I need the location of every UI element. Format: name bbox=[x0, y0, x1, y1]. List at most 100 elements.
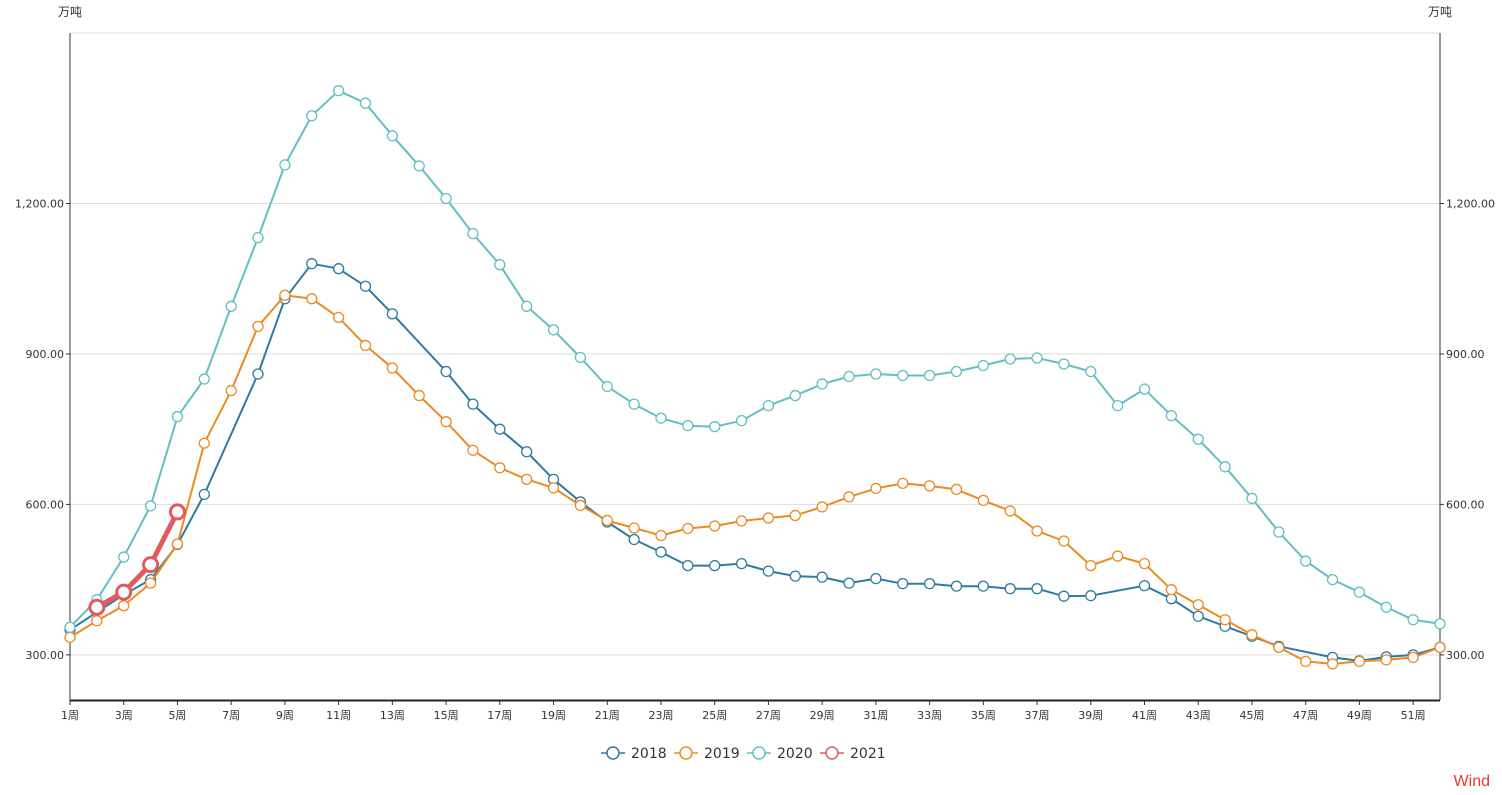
data-point bbox=[923, 480, 936, 492]
data-point bbox=[923, 578, 936, 590]
series-2020 bbox=[64, 85, 1446, 633]
data-point bbox=[225, 300, 237, 312]
x-tick-label: 41周 bbox=[1132, 709, 1157, 722]
data-point bbox=[574, 499, 587, 512]
data-point bbox=[198, 373, 210, 385]
series-line-2020 bbox=[69, 89, 1441, 628]
data-point bbox=[682, 559, 694, 572]
data-point bbox=[332, 311, 345, 324]
data-point bbox=[1380, 601, 1392, 613]
data-point bbox=[91, 615, 103, 627]
data-point bbox=[252, 320, 264, 333]
legend-label: 2019 bbox=[704, 746, 740, 762]
legend-label: 2018 bbox=[631, 746, 667, 762]
x-tick-label: 7周 bbox=[222, 709, 240, 722]
y-tick-label-left: 1,200.00 bbox=[15, 198, 64, 211]
series-2018 bbox=[64, 258, 1446, 667]
legend-item-2019: 2019 bbox=[674, 746, 740, 762]
data-point bbox=[1353, 655, 1366, 668]
data-point bbox=[1380, 654, 1392, 666]
data-point bbox=[1192, 433, 1204, 445]
data-point bbox=[1058, 358, 1070, 370]
series-line-2018 bbox=[69, 262, 1441, 662]
data-point bbox=[870, 482, 882, 495]
data-point bbox=[413, 160, 425, 172]
x-tick-label: 21周 bbox=[595, 709, 620, 722]
data-point bbox=[1085, 590, 1097, 602]
data-point bbox=[1434, 618, 1446, 630]
data-point bbox=[762, 512, 775, 524]
data-point bbox=[64, 631, 76, 643]
data-point bbox=[816, 378, 828, 390]
series-line-2019 bbox=[69, 294, 1441, 665]
data-point bbox=[252, 231, 264, 244]
data-point bbox=[279, 289, 291, 301]
data-point bbox=[1300, 555, 1312, 567]
data-point bbox=[1165, 409, 1178, 422]
data-point bbox=[1246, 492, 1258, 505]
x-tick-label: 9周 bbox=[276, 709, 294, 722]
data-point bbox=[1111, 399, 1124, 412]
x-tick-label: 19周 bbox=[541, 709, 566, 722]
data-point bbox=[306, 110, 318, 122]
data-point bbox=[735, 557, 748, 570]
series-2021 bbox=[88, 503, 186, 616]
data-point bbox=[386, 308, 399, 320]
y-tick-label-right: 900.00 bbox=[1446, 348, 1485, 361]
x-tick-label: 51周 bbox=[1401, 709, 1426, 722]
data-point bbox=[118, 551, 130, 563]
data-point bbox=[762, 565, 775, 577]
data-point bbox=[279, 159, 291, 171]
data-point bbox=[359, 339, 372, 352]
data-point bbox=[386, 130, 399, 142]
x-tick-label: 39周 bbox=[1078, 709, 1103, 722]
data-point bbox=[628, 522, 640, 534]
legend-item-2021: 2021 bbox=[820, 746, 886, 762]
data-point bbox=[1273, 526, 1285, 538]
data-point bbox=[494, 462, 506, 474]
x-tick-label: 27周 bbox=[756, 709, 781, 722]
y-unit-right: 万吨 bbox=[1428, 5, 1452, 19]
data-point bbox=[115, 583, 133, 601]
data-point bbox=[1058, 590, 1070, 602]
data-point bbox=[789, 509, 801, 522]
data-point bbox=[225, 384, 237, 397]
x-tick-label: 5周 bbox=[168, 709, 186, 722]
data-point bbox=[359, 280, 372, 292]
data-point bbox=[440, 192, 452, 205]
legend-label: 2020 bbox=[777, 746, 813, 762]
data-point bbox=[1111, 550, 1124, 562]
data-point bbox=[950, 365, 963, 378]
legend-item-2020: 2020 bbox=[747, 746, 813, 762]
x-tick-label: 15周 bbox=[434, 709, 459, 722]
x-tick-label: 23周 bbox=[648, 709, 673, 722]
data-point bbox=[1326, 573, 1339, 586]
data-point bbox=[171, 538, 184, 550]
data-point bbox=[1192, 599, 1204, 611]
data-point bbox=[467, 444, 479, 456]
data-point bbox=[1138, 557, 1151, 570]
y-unit-left: 万吨 bbox=[58, 5, 82, 19]
data-point bbox=[601, 514, 613, 527]
data-point bbox=[1004, 583, 1016, 595]
x-tick-label: 37周 bbox=[1025, 709, 1050, 722]
data-point bbox=[843, 577, 855, 589]
data-point bbox=[897, 578, 909, 590]
data-point bbox=[1407, 614, 1419, 626]
data-point bbox=[843, 370, 855, 383]
x-tick-label: 45周 bbox=[1239, 709, 1264, 722]
y-tick-label-right: 600.00 bbox=[1446, 498, 1485, 511]
legend-marker bbox=[752, 746, 766, 760]
x-tick-label: 33周 bbox=[917, 709, 942, 722]
legend-label: 2021 bbox=[850, 746, 886, 762]
data-point bbox=[198, 488, 210, 501]
data-point bbox=[332, 263, 345, 275]
x-tick-label: 47周 bbox=[1293, 709, 1318, 722]
data-point bbox=[977, 494, 989, 507]
y-tick-label-left: 600.00 bbox=[26, 498, 65, 511]
data-point bbox=[816, 571, 828, 583]
data-point bbox=[521, 446, 533, 458]
data-point bbox=[1165, 584, 1178, 596]
data-point bbox=[198, 437, 210, 449]
data-point bbox=[168, 503, 186, 521]
